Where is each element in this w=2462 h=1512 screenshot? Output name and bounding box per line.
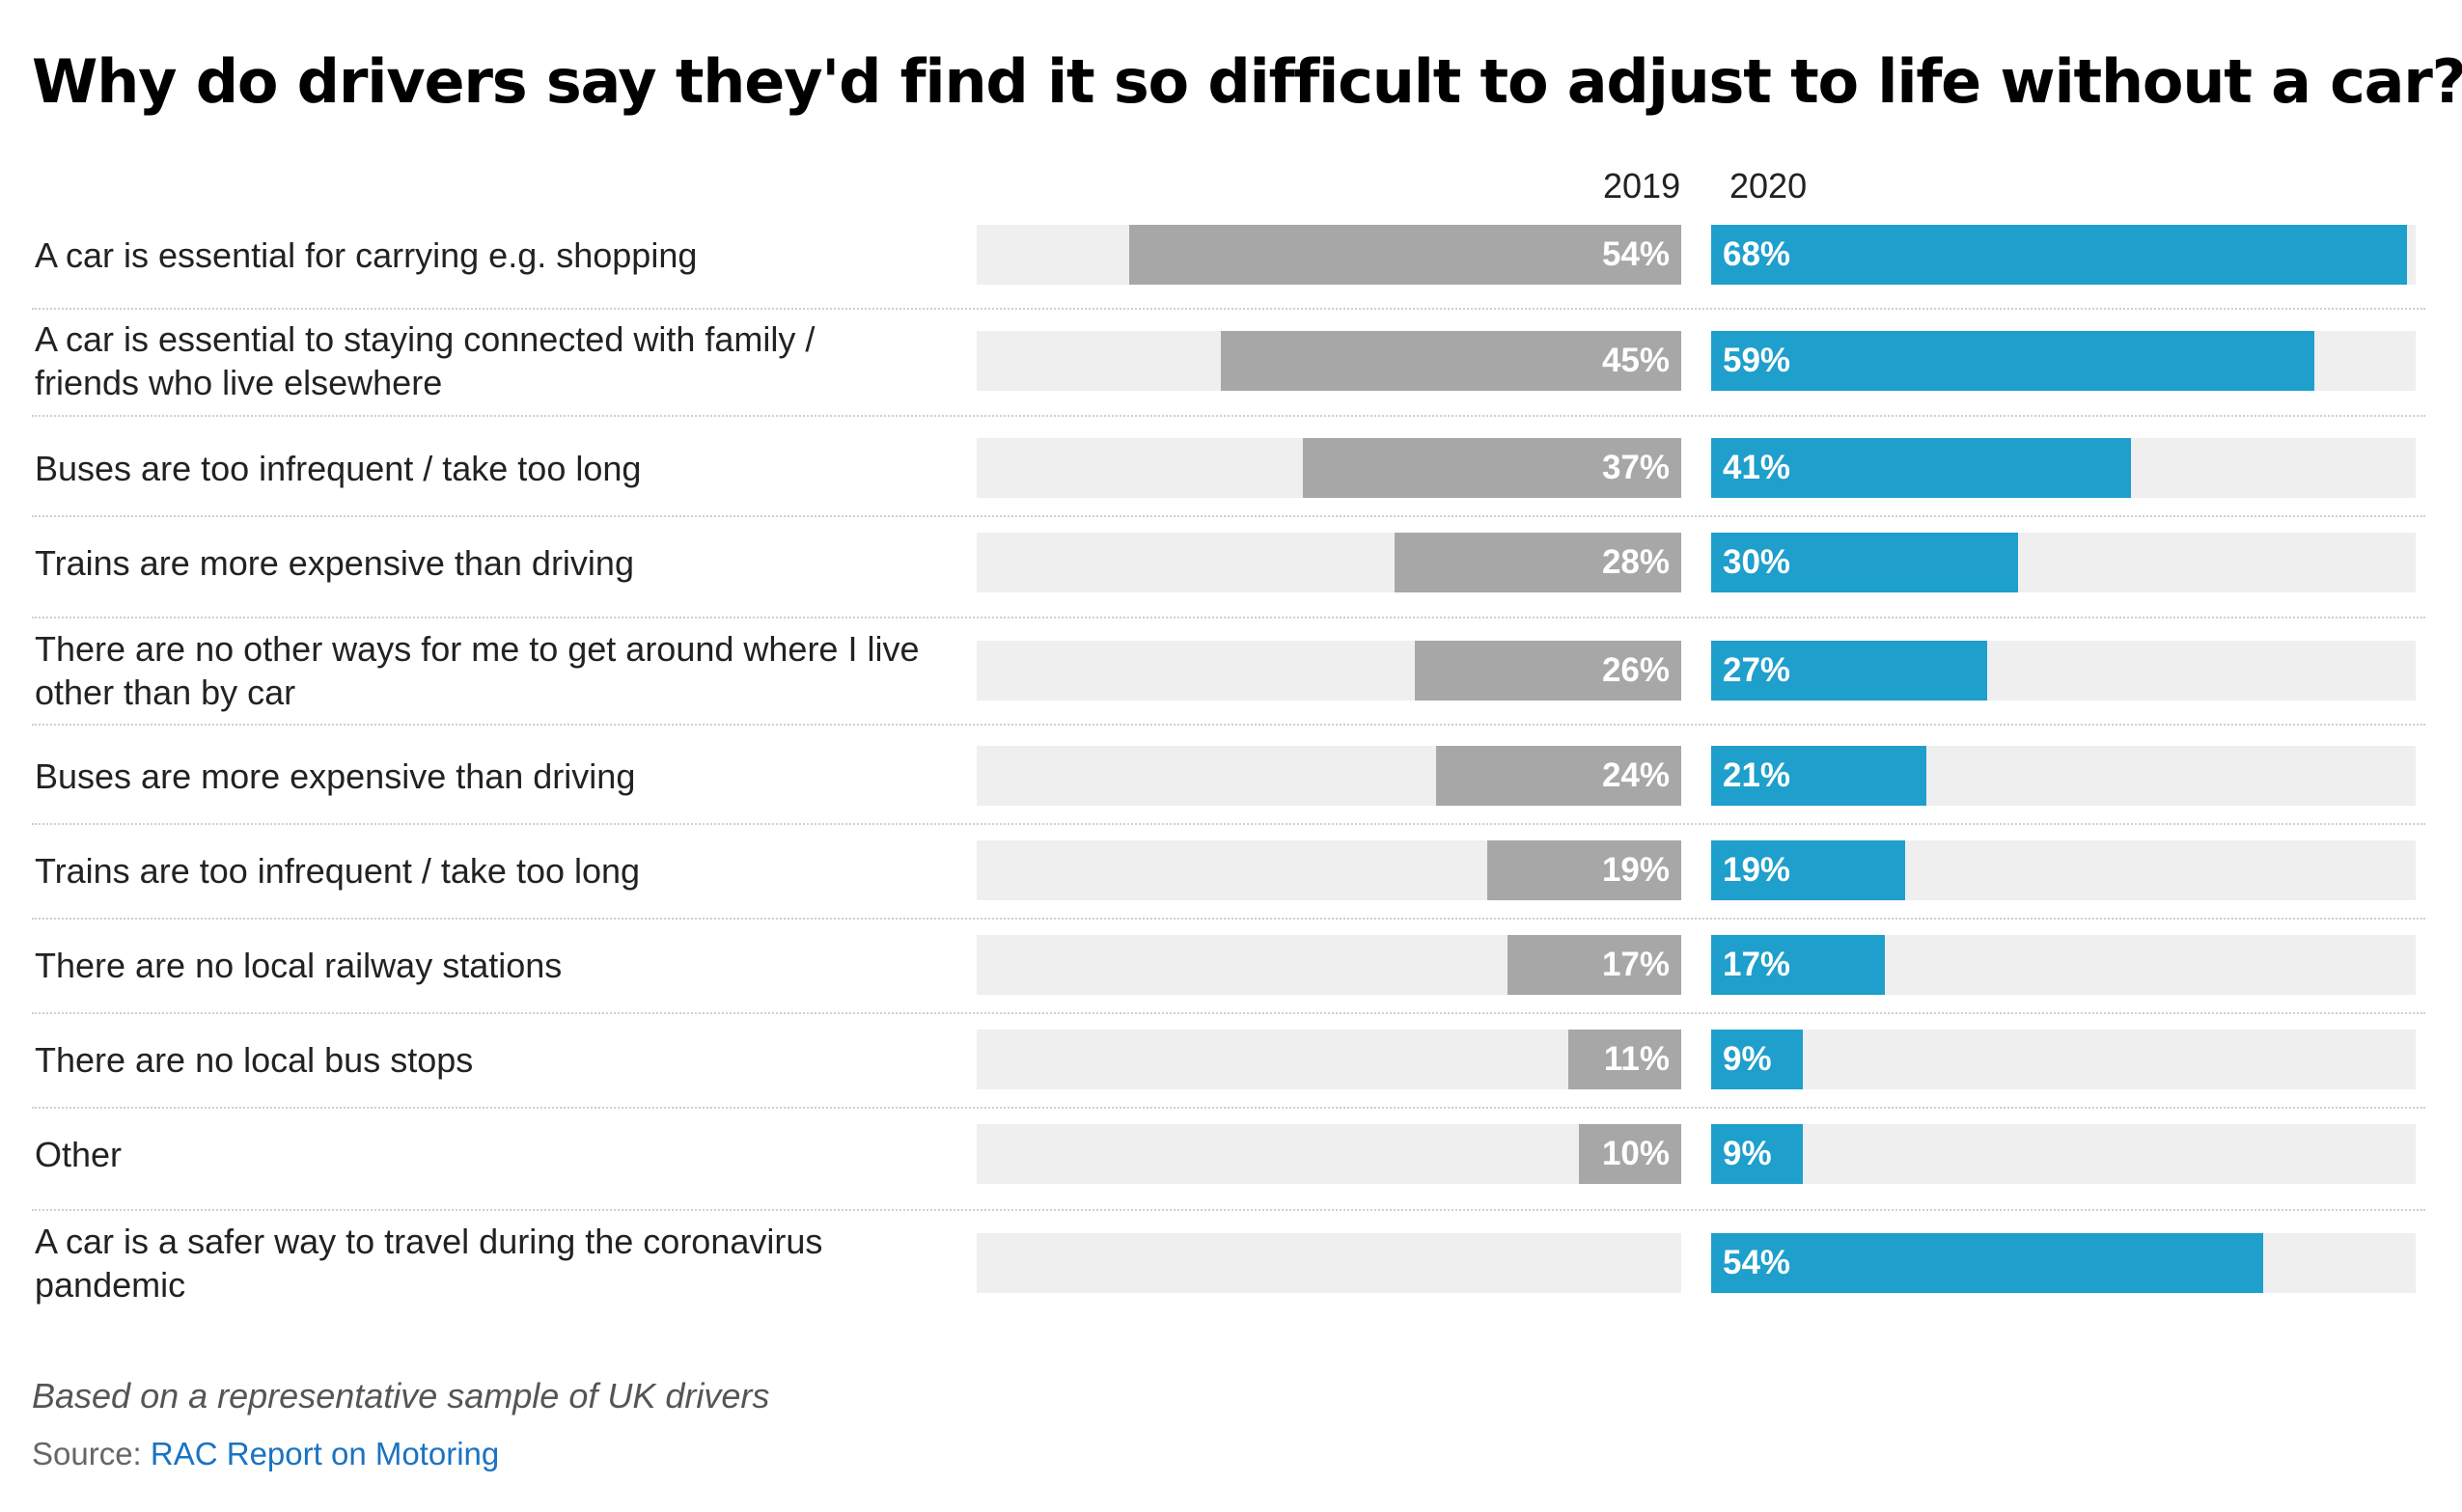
bar-value-2020: 59%	[1723, 342, 1791, 379]
row-label: Buses are too infrequent / take too long	[35, 447, 981, 490]
row-label-line: friends who live elsewhere	[35, 363, 443, 402]
bar-2020	[1711, 1233, 2264, 1293]
row-label-line: A car is essential for carrying e.g. sho…	[35, 234, 698, 275]
bar-2019	[1395, 533, 1681, 592]
column-header-2020: 2020	[1729, 166, 1808, 206]
row-label: Trains are too infrequent / take too lon…	[35, 849, 981, 893]
bar-value-2019: 19%	[1601, 851, 1670, 889]
row-label: Trains are more expensive than driving	[35, 541, 981, 585]
bar-track-2019	[977, 1233, 1681, 1293]
row-label-line: Trains are too infrequent / take too lon…	[35, 850, 641, 891]
bar-value-2020: 21%	[1723, 756, 1791, 794]
bar-track-2019	[977, 1030, 1681, 1089]
bar-2019	[1579, 1124, 1681, 1184]
row-label-line: There are no local railway stations	[35, 945, 563, 985]
bar-value-2019: 17%	[1601, 946, 1670, 983]
row-divider	[32, 515, 2425, 517]
bar-2020	[1711, 641, 1988, 701]
bar-2019	[1435, 746, 1681, 806]
row-divider	[32, 415, 2425, 417]
bar-value-2019: 11%	[1603, 1040, 1670, 1078]
bar-2019	[1507, 935, 1681, 995]
row-divider	[32, 1209, 2425, 1211]
bar-track-2020	[1711, 1124, 2416, 1184]
bar-value-2020: 17%	[1723, 946, 1791, 983]
bar-2019	[1568, 1030, 1681, 1089]
bar-2020	[1711, 331, 2315, 391]
bar-2020	[1711, 1124, 1804, 1184]
row-label-line: other than by car	[35, 673, 296, 712]
row-divider	[32, 724, 2425, 726]
row-label-line: Buses are more expensive than driving	[35, 756, 636, 796]
bar-value-2020: 19%	[1723, 851, 1791, 889]
row-divider	[32, 308, 2425, 310]
row-label-line: A car is a safer way to travel during th…	[35, 1222, 823, 1261]
bar-2020	[1711, 438, 2131, 498]
chart-source: Source: RAC Report on Motoring	[32, 1436, 499, 1472]
bar-value-2020: 9%	[1723, 1040, 1772, 1078]
column-header-2019: 2019	[1603, 166, 1681, 206]
row-label: Buses are more expensive than driving	[35, 755, 981, 798]
row-label-line: Other	[35, 1134, 123, 1174]
row-label-line: There are no other ways for me to get ar…	[35, 629, 920, 669]
row-label-line: A car is essential to staying connected …	[35, 319, 816, 359]
bar-value-2020: 41%	[1723, 449, 1791, 486]
row-divider	[32, 1012, 2425, 1014]
bar-value-2020: 68%	[1723, 235, 1791, 273]
bar-2019	[1486, 840, 1681, 900]
bar-value-2019: 45%	[1601, 342, 1670, 379]
row-label: There are no other ways for me to get ar…	[35, 627, 981, 714]
chart-title: Why do drivers say they'd find it so dif…	[32, 46, 2462, 117]
source-prefix: Source:	[32, 1436, 151, 1471]
bar-2020	[1711, 746, 1926, 806]
row-label-line: pandemic	[35, 1265, 186, 1305]
bar-value-2019: 10%	[1601, 1135, 1670, 1172]
bar-2019	[1415, 641, 1681, 701]
row-label: A car is a safer way to travel during th…	[35, 1220, 981, 1306]
row-label-line: Trains are more expensive than driving	[35, 542, 634, 583]
bar-value-2019: 26%	[1601, 651, 1670, 689]
bar-value-2019: 54%	[1601, 235, 1670, 273]
bar-2019	[1221, 331, 1681, 391]
bar-2019	[1128, 225, 1681, 285]
row-label: A car is essential for carrying e.g. sho…	[35, 234, 981, 277]
bar-value-2019: 28%	[1601, 543, 1670, 581]
bar-value-2020: 30%	[1723, 543, 1791, 581]
bar-track-2019	[977, 1124, 1681, 1184]
row-label: There are no local bus stops	[35, 1038, 981, 1082]
row-label-line: There are no local bus stops	[35, 1039, 474, 1080]
chart-note: Based on a representative sample of UK d…	[32, 1376, 770, 1416]
row-label: Other	[35, 1133, 981, 1176]
row-divider	[32, 823, 2425, 825]
row-label: A car is essential to staying connected …	[35, 317, 981, 404]
bar-value-2020: 54%	[1723, 1244, 1791, 1281]
row-divider	[32, 1107, 2425, 1109]
bar-value-2020: 27%	[1723, 651, 1791, 689]
row-label: There are no local railway stations	[35, 944, 981, 987]
bar-track-2020	[1711, 1030, 2416, 1089]
bar-2020	[1711, 533, 2018, 592]
bar-2020	[1711, 1030, 1804, 1089]
bar-2019	[1302, 438, 1681, 498]
bar-2020	[1711, 935, 1886, 995]
source-link[interactable]: RAC Report on Motoring	[150, 1436, 500, 1471]
bar-value-2019: 24%	[1601, 756, 1670, 794]
bar-2020	[1711, 840, 1906, 900]
bar-value-2019: 37%	[1601, 449, 1670, 486]
row-divider	[32, 617, 2425, 619]
bar-2020	[1711, 225, 2407, 285]
bar-value-2020: 9%	[1723, 1135, 1772, 1172]
row-label-line: Buses are too infrequent / take too long	[35, 448, 642, 488]
row-divider	[32, 918, 2425, 920]
